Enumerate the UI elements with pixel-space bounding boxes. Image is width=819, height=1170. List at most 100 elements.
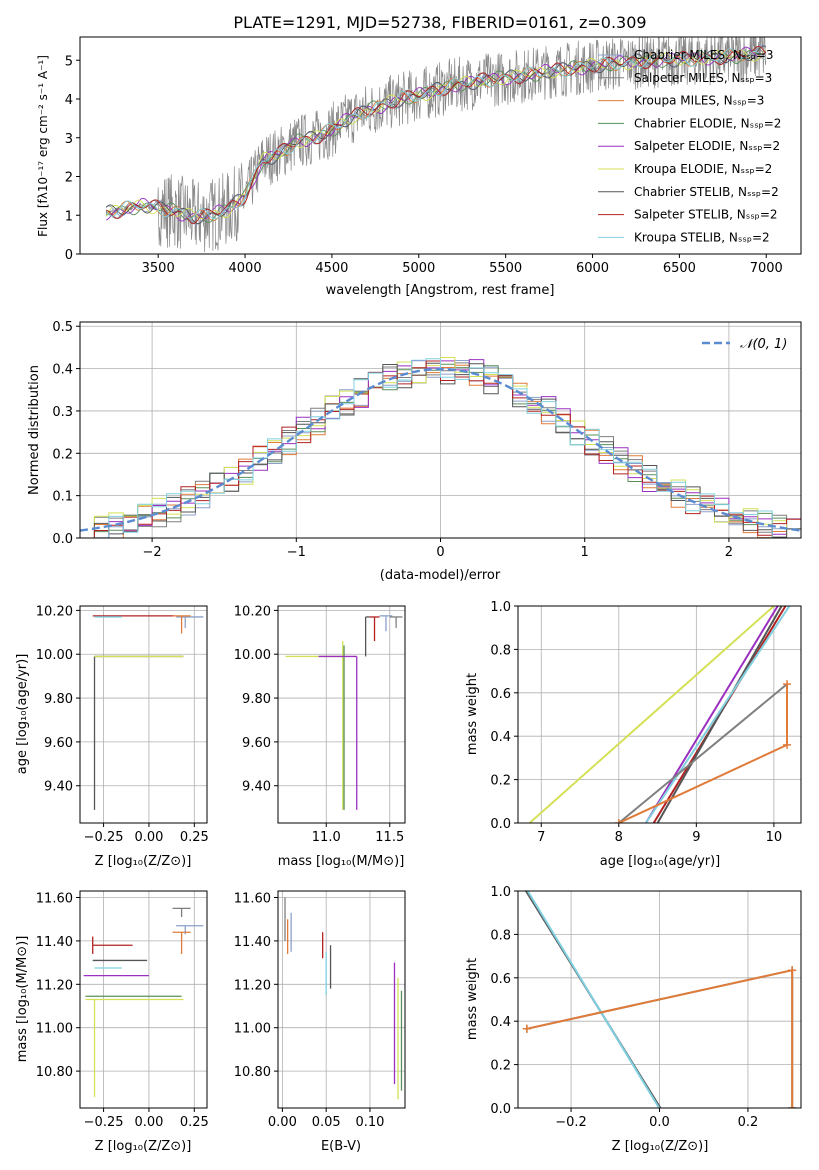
residual-histogram: −2 −1 0 1 2 0.0 0.1 0.2 0.3 0.4 0.5 𝒩(0, 1) (data… [27,320,802,583]
legend-label-6: Chabrier STELIB, Nₛₛₚ=2 [634,185,779,199]
y-tick-label: 0.5 [52,320,73,335]
errorbar-point-3 [369,616,380,642]
errorbar-point-5 [92,936,133,954]
x-tick-label: 0.00 [268,1115,297,1130]
x-axis-label: mass [log₁₀(M/M⊙)] [278,854,405,869]
errorbar-point-6 [389,616,403,628]
weight-vs-metallicity-plot: −0.2 0.0 0.2 0.0 0.2 0.4 0.6 0.8 1.0 Z [log₁₀(Z… [465,885,802,1154]
y-axis-label: mass weight [465,673,480,755]
y-tick-label: 10.80 [234,1065,271,1080]
grid [278,606,405,823]
y-tick-label: 9.60 [242,736,271,751]
legend-label-1: Salpeter MILES, Nₛₛₚ=3 [634,71,772,85]
axes-border [277,605,406,824]
errorbar-point-5 [379,615,393,632]
axes-border [79,890,208,1109]
errorbars [92,615,204,810]
y-tick-label: 11.60 [36,892,73,907]
errorbar-point-0 [85,998,184,1098]
x-tick-label: 0.05 [312,1115,341,1130]
legend-label-0: Chabrier MILES, Nₛₛₚ=3 [634,48,774,62]
y-tick-label: 11.40 [36,935,73,950]
x-ticks: −0.2 0.0 0.2 [555,1108,758,1130]
x-tick-label: 6500 [663,261,696,276]
y-tick-label: 0.2 [490,1059,511,1074]
y-tick-label: 9.80 [44,692,73,707]
legend-label-4: Salpeter ELODIE, Nₛₛₚ=2 [634,139,780,153]
x-tick-label: 0.10 [355,1115,384,1130]
weight-vs-age-plot: 7 8 9 10 0.0 0.2 0.4 0.6 0.8 1.0 age [log₁₀(age/… [465,600,802,869]
x-tick-label: 0.25 [180,830,209,845]
y-tick-label: 0.3 [52,405,73,420]
weight-line-3 [656,606,783,823]
x-tick-label: 4000 [229,261,262,276]
plot-frame [80,606,207,823]
y-ticks: 9.40 9.60 9.80 10.00 10.20 [234,604,278,795]
y-tick-label: 0.0 [490,1102,511,1117]
histograms [80,357,801,538]
y-tick-label: 11.40 [234,935,271,950]
y-tick-label: 3 [65,132,73,147]
mass-vs-extinction-plot: 0.00 0.05 0.10 10.80 11.00 11.20 11.40 11.60 E… [234,890,406,1154]
axes-border [79,321,802,539]
errorbars [285,615,403,810]
legend-label-normal: 𝒩(0, 1) [740,337,787,352]
x-ticks: −0.25 0.00 0.25 [84,823,209,845]
y-tick-label: 0.8 [490,643,511,658]
plot-frame [278,891,405,1108]
legend-label-5: Kroupa ELODIE, Nₛₛₚ=2 [634,162,772,176]
age-vs-mass-plot: 11.0 11.5 9.40 9.60 9.80 10.00 10.20 mass [lo… [234,604,406,869]
x-ticks: 3500 4000 4500 5000 5500 6000 6500 7000 [142,254,783,276]
y-tick-label: 11.60 [234,892,271,907]
axes-border [277,890,406,1109]
errorbar-point-4 [364,616,370,657]
weight-lines [528,606,792,823]
plot-frame [518,606,801,823]
x-axis-label: wavelength [Angstrom, rest frame] [326,283,555,298]
axes-border [517,605,802,824]
x-tick-label: −0.2 [555,1115,587,1130]
x-tick-label: 8 [615,830,623,845]
y-ticks: 0.0 0.2 0.4 0.6 0.8 1.0 [490,885,518,1117]
x-axis-label: (data-model)/error [380,568,501,583]
weight-marker [614,819,623,823]
legend-label-8: Kroupa STELIB, Nₛₛₚ=2 [634,230,770,244]
legend-label-7: Salpeter STELIB, Nₛₛₚ=2 [634,208,778,222]
y-tick-label: 1 [65,209,73,224]
x-axis-label: age [log₁₀(age/yr)] [600,854,721,869]
x-tick-label: 9 [692,830,700,845]
y-tick-label: 4 [65,93,73,108]
y-tick-label: 2 [65,171,73,186]
model-spectrum-8 [105,48,767,220]
plot-frame [278,606,405,823]
x-tick-label: 7000 [750,261,783,276]
x-tick-label: 5000 [402,261,435,276]
y-tick-label: 11.00 [234,1022,271,1037]
x-tick-label: 6000 [576,261,609,276]
y-ticks: 10.80 11.00 11.20 11.40 11.60 [36,892,80,1080]
x-tick-label: −2 [143,545,162,560]
y-tick-label: 9.40 [242,780,271,795]
y-ticks: 9.40 9.60 9.80 10.00 10.20 [36,604,80,795]
weight-marker [522,1024,531,1033]
y-tick-label: 10.20 [36,604,73,619]
spectrum-plot: 3500 4000 4500 5000 5500 6000 6500 7000 012345 … [36,36,802,298]
errorbar-point-6 [176,925,204,935]
axes-border [517,890,802,1109]
axes-border [79,605,208,824]
x-axis-label: E(B-V) [321,1139,361,1154]
x-tick-label: 0 [436,545,444,560]
x-axis-label: Z [log₁₀(Z/Z⊙)] [95,854,192,869]
weight-line-2 [526,891,660,1108]
axes-border [79,36,802,255]
x-tick-label: 10 [766,830,783,845]
weight-line-4 [645,606,791,823]
legend-label-3: Chabrier ELODIE, Nₛₛₚ=2 [634,116,781,130]
y-tick-label: 9.40 [44,780,73,795]
weight-line-5 [618,683,788,823]
x-tick-label: 0.2 [738,1115,759,1130]
y-tick-label: 0.8 [490,928,511,943]
errorbar-point-5 [172,615,191,634]
y-tick-label: 1.0 [490,600,511,615]
